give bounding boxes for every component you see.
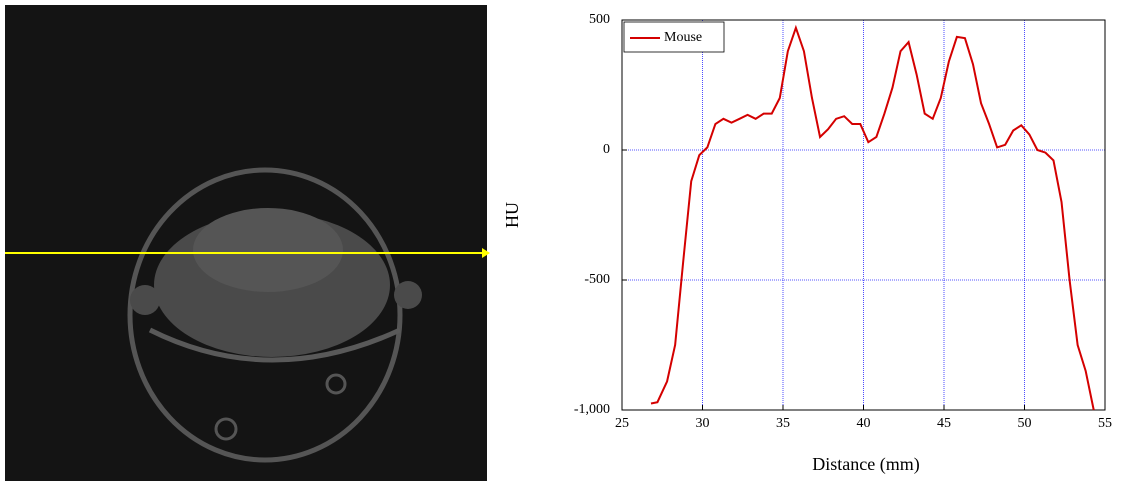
legend-label: Mouse — [664, 30, 702, 45]
y-axis-label: HU — [502, 202, 522, 228]
y-tick-label: -1,000 — [574, 402, 610, 417]
x-tick-label: 25 — [615, 416, 629, 431]
x-tick-label: 55 — [1098, 416, 1112, 431]
x-tick-label: 30 — [696, 416, 710, 431]
ct-image — [5, 5, 490, 481]
x-tick-label: 45 — [937, 416, 951, 431]
y-tick-label: -500 — [584, 272, 610, 287]
line — [651, 28, 1094, 410]
figure: Distance (mm) HU 25 30 35 40 45 50 55 -1,000 -50… — [0, 0, 1132, 481]
x-tick-label: 40 — [857, 416, 871, 431]
y-tick-label: 0 — [603, 142, 610, 157]
page: {"chart_data": {"type": "line", "x_label… — [0, 0, 1132, 486]
x-tick-label: 50 — [1018, 416, 1032, 431]
y-tick-label: 500 — [589, 12, 610, 27]
x-axis-label: Distance (mm) — [812, 454, 919, 475]
x-tick-label: 35 — [776, 416, 790, 431]
